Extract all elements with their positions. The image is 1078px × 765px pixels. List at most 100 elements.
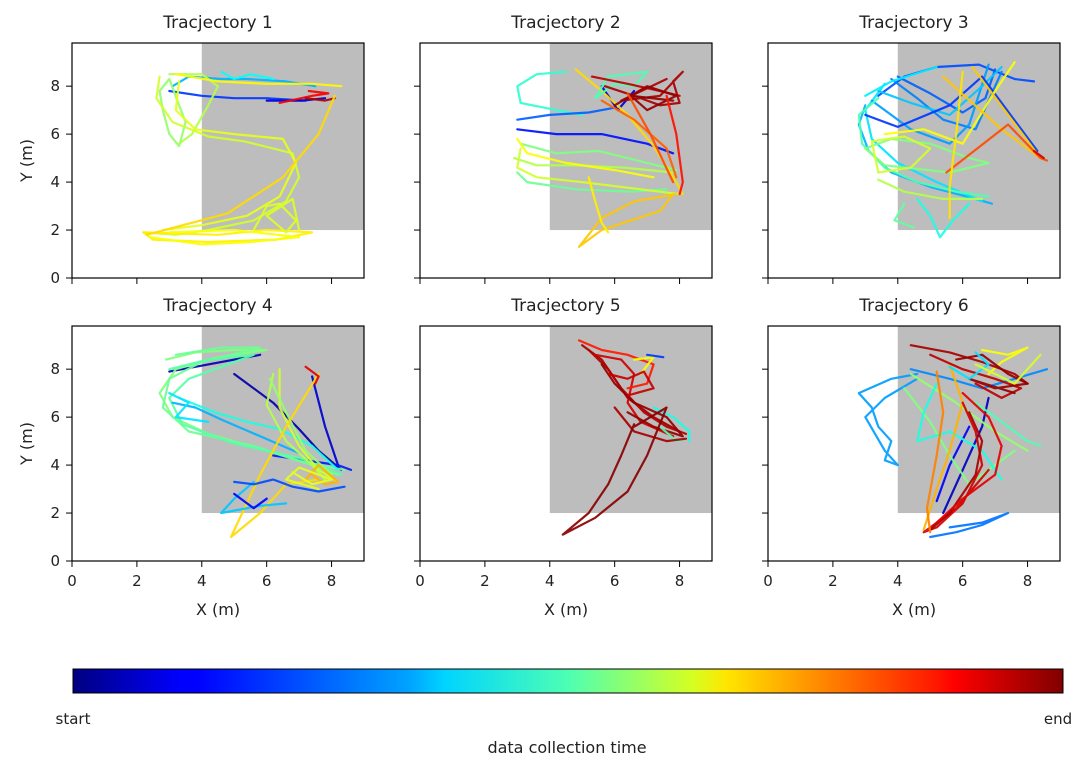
x-tick-label: 2 (828, 572, 838, 590)
trajectory-segment (935, 392, 1003, 524)
trajectory-segment (922, 363, 964, 531)
x-tick-label: 4 (545, 572, 555, 590)
trajectory-segment (929, 353, 1023, 399)
trajectory-segment (916, 382, 1003, 481)
trajectory-segment (278, 89, 330, 105)
colorbar-gradient (72, 668, 1064, 694)
trajectory-segment (929, 511, 1010, 539)
x-axis-label: X (m) (892, 600, 936, 619)
trajectory-segment (145, 94, 336, 236)
y-tick-label: 0 (50, 552, 60, 570)
trajectory-segment (516, 171, 668, 193)
x-tick-label: 0 (67, 572, 77, 590)
trajectory-segment (178, 396, 340, 471)
subplot-title: Tracjectory 5 (510, 296, 621, 316)
trajectory-segment (168, 89, 307, 102)
y-tick-label: 0 (50, 269, 60, 287)
plot-frame (71, 42, 365, 279)
y-tick-label: 4 (50, 173, 60, 191)
trajectory-segment (148, 228, 301, 246)
subplot-title: Tracjectory 3 (858, 13, 969, 33)
trajectory-segment (574, 68, 684, 196)
x-tick-label: 8 (1023, 572, 1033, 590)
trajectory-segment (916, 197, 971, 239)
trajectory-segment (304, 365, 320, 385)
y-tick-label: 2 (50, 504, 60, 522)
x-tick-label: 4 (893, 572, 903, 590)
trajectory-segment (233, 478, 346, 493)
x-tick-label: 0 (763, 572, 773, 590)
trajectory-segment (665, 94, 684, 196)
trajectory-segment (168, 353, 343, 476)
shaded-region (201, 326, 364, 514)
trajectory-segment (516, 70, 584, 117)
trajectory-segment (600, 363, 684, 438)
trajectory-lines (561, 339, 691, 536)
trajectory-segment (516, 106, 616, 121)
x-tick-label: 8 (675, 572, 685, 590)
trajectory-segment (304, 97, 336, 102)
trajectory-segment (587, 176, 610, 234)
trajectory-segment (942, 65, 1042, 160)
colorbar-start-label: start (56, 710, 91, 728)
trajectory-segment (252, 197, 301, 234)
colorbar-end-label: end (1044, 710, 1072, 728)
trajectory-segment (864, 75, 1039, 152)
trajectory-segment (516, 137, 655, 179)
trajectory-segment (285, 466, 333, 491)
x-tick-label: 2 (132, 572, 142, 590)
x-axis-label: X (m) (196, 600, 240, 619)
shaded-region (201, 43, 364, 231)
trajectory-lines (857, 344, 1049, 539)
trajectory-segment (607, 370, 655, 397)
plot-frame (419, 325, 713, 562)
trajectory-segment (577, 193, 678, 248)
trajectory-segment (870, 135, 932, 174)
y-axis-label: Y (m) (17, 422, 36, 466)
subplot-title: Tracjectory 4 (162, 296, 273, 316)
trajectory-segment (877, 178, 984, 200)
x-tick-label: 2 (480, 572, 490, 590)
trajectory-segment (626, 92, 675, 184)
subplot-3: Tracjectory 3 (762, 13, 1061, 284)
trajectory-segment (857, 97, 990, 198)
colorbar-label: data collection time (487, 738, 646, 757)
subplot-4: Tracjectory 4 0 2 4 6 8 0 2 4 6 8 X (m) Y (m) (17, 296, 365, 619)
trajectory-segment (311, 375, 340, 467)
trajectory-segment (268, 377, 333, 476)
subplot-title: Tracjectory 6 (858, 296, 969, 316)
trajectory-segment (929, 411, 984, 531)
trajectory-segment (613, 406, 688, 443)
subplot-title: Tracjectory 2 (510, 13, 621, 33)
x-tick-label: 6 (958, 572, 968, 590)
trajectory-segment (857, 372, 919, 467)
subplot-1: Tracjectory 1 0 2 4 6 8 Y (m) (17, 13, 365, 287)
trajectory-segment (158, 77, 187, 148)
trajectory-segment (864, 65, 938, 97)
trajectory-segment (1032, 149, 1045, 160)
trajectory-segment (516, 147, 681, 196)
trajectory-segment (168, 73, 220, 145)
y-tick-label: 6 (50, 408, 60, 426)
trajectory-segment (948, 351, 990, 380)
y-tick-label: 4 (50, 456, 60, 474)
x-tick-label: 6 (262, 572, 272, 590)
trajectory-segment (220, 70, 275, 81)
trajectory-lines (857, 61, 1049, 239)
trajectory-lines (158, 346, 353, 539)
y-axis-label: Y (m) (17, 139, 36, 183)
trajectory-segment (233, 492, 268, 510)
trajectory-segment (903, 387, 1016, 486)
y-tick-label: 2 (50, 221, 60, 239)
trajectory-segment (278, 368, 340, 483)
plot-frame (767, 325, 1061, 562)
x-tick-label: 8 (327, 572, 337, 590)
trajectory-segment (168, 392, 210, 423)
x-tick-label: 6 (610, 572, 620, 590)
trajectory-segment (265, 372, 327, 481)
trajectory-segment (974, 353, 1042, 385)
trajectory-segment (519, 142, 678, 172)
x-tick-label: 0 (415, 572, 425, 590)
trajectory-segment (864, 137, 990, 174)
